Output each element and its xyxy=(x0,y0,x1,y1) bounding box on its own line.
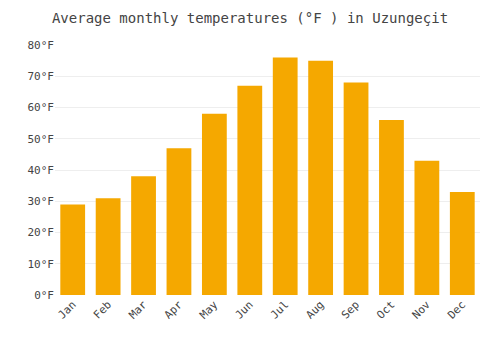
svg-text:Jun: Jun xyxy=(233,298,256,321)
svg-text:Apr: Apr xyxy=(162,298,186,322)
svg-text:10°F: 10°F xyxy=(28,258,55,271)
svg-text:30°F: 30°F xyxy=(28,195,55,208)
svg-text:40°F: 40°F xyxy=(28,164,55,177)
svg-text:20°F: 20°F xyxy=(28,226,55,239)
svg-text:50°F: 50°F xyxy=(28,133,55,146)
svg-text:80°F: 80°F xyxy=(28,39,55,52)
svg-text:Mar: Mar xyxy=(126,298,150,322)
svg-text:70°F: 70°F xyxy=(28,70,55,83)
svg-text:0°F: 0°F xyxy=(34,289,54,302)
svg-text:Aug: Aug xyxy=(303,298,326,321)
svg-text:Dec: Dec xyxy=(445,298,468,321)
svg-text:Jul: Jul xyxy=(268,298,291,321)
svg-text:Sep: Sep xyxy=(339,298,362,321)
svg-text:60°F: 60°F xyxy=(28,101,55,114)
svg-text:May: May xyxy=(197,298,221,322)
svg-text:Oct: Oct xyxy=(374,298,397,321)
svg-text:Jan: Jan xyxy=(55,298,78,321)
svg-text:Nov: Nov xyxy=(410,298,434,322)
svg-text:Average monthly temperatures (: Average monthly temperatures (°F ) in Uz… xyxy=(52,10,448,26)
svg-text:Feb: Feb xyxy=(91,298,114,321)
